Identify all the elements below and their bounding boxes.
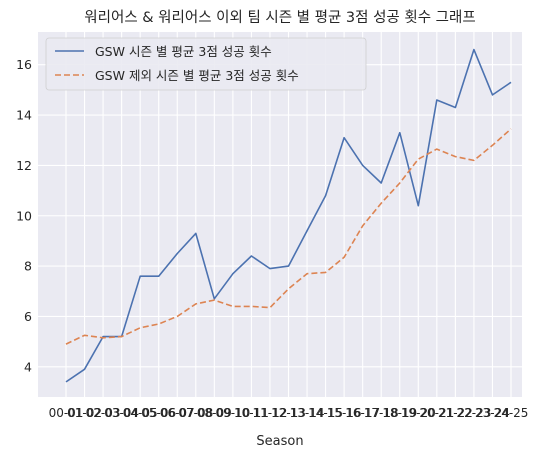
y-tick-label: 14 <box>16 108 32 123</box>
legend-label-gsw: GSW 시즌 별 평균 3점 성공 횟수 <box>95 44 272 59</box>
y-tick-label: 4 <box>24 359 32 374</box>
legend-label-others: GSW 제외 시즌 별 평균 3점 성공 횟수 <box>95 68 299 83</box>
y-ticks: 4 6 8 10 12 14 16 <box>16 57 32 374</box>
y-tick-label: 10 <box>16 208 32 223</box>
legend: GSW 시즌 별 평균 3점 성공 횟수 GSW 제외 시즌 별 평균 3점 성… <box>46 38 366 90</box>
y-tick-label: 12 <box>16 158 32 173</box>
chart-title: 워리어스 & 워리어스 이외 팀 시즌 별 평균 3점 성공 횟수 그래프 <box>84 9 475 26</box>
y-tick-label: 6 <box>24 309 32 324</box>
y-tick-label: 16 <box>16 57 32 72</box>
x-tick-label: 24-25 <box>494 406 529 420</box>
x-axis-label: Season <box>256 434 303 449</box>
x-ticks: 00-0101-0202-0303-0404-0505-0606-0707-08… <box>49 406 529 420</box>
y-tick-label: 8 <box>24 259 32 274</box>
